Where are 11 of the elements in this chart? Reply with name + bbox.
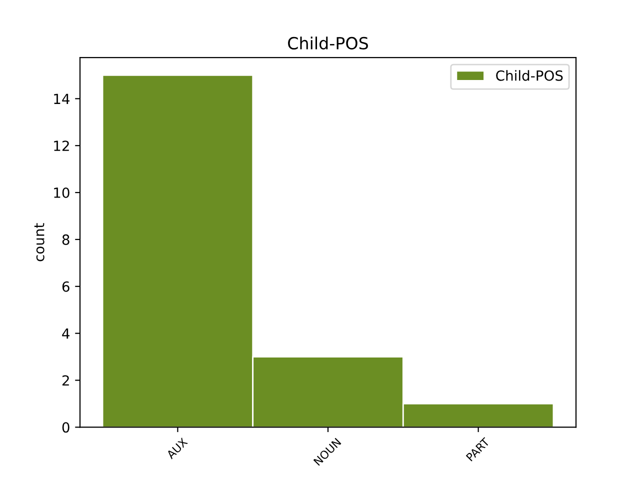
- y-tick-label: 6: [62, 281, 70, 292]
- legend-label: Child-POS: [496, 70, 563, 81]
- chart-title: Child-POS: [288, 36, 368, 50]
- y-tick-label: 2: [62, 375, 69, 386]
- y-tick-label: 4: [62, 328, 70, 339]
- y-tick-label: 12: [54, 140, 69, 151]
- y-tick-label: 10: [54, 188, 70, 198]
- y-tick-label: 0: [62, 422, 70, 433]
- y-axis-title: count: [34, 223, 44, 262]
- y-tick-label: 14: [54, 94, 70, 104]
- y-tick-label: 8: [62, 234, 70, 245]
